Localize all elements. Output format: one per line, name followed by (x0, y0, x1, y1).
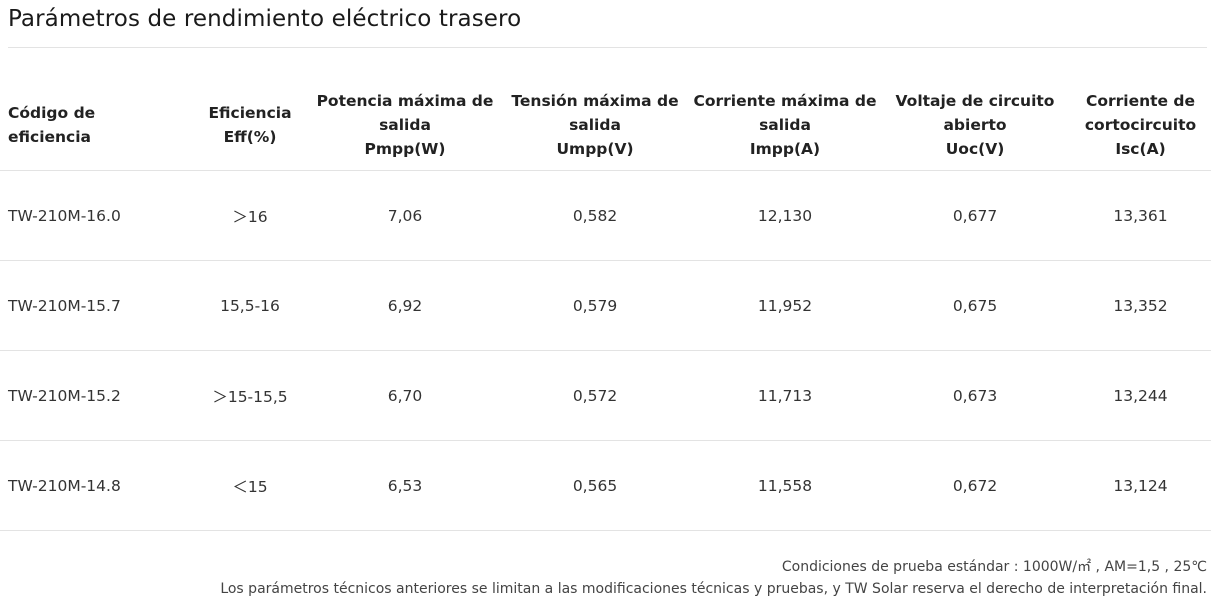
cell-efficiency-code: TW-210M-15.2 (0, 350, 190, 441)
cell-max-voltage: 0,579 (500, 260, 690, 351)
header-line: Código de (8, 104, 96, 122)
cell-open-circuit-voltage: 0,677 (880, 170, 1070, 261)
table-header-row: Código de eficiencia Eficiencia Eff(%) P… (0, 80, 1211, 171)
header-line: Pmpp(W) (364, 140, 446, 158)
cell-max-current: 11,952 (690, 260, 880, 351)
cell-efficiency: 15,5-16 (190, 260, 310, 351)
cell-short-circuit-current: 13,361 (1070, 170, 1211, 261)
title-divider (8, 47, 1207, 48)
header-efficiency: Eficiencia Eff(%) (190, 80, 310, 171)
header-line: Isc(A) (1115, 140, 1166, 158)
test-conditions-note: Condiciones de prueba estándar : 1000W/㎡… (781, 559, 1207, 575)
cell-max-voltage: 0,582 (500, 170, 690, 261)
header-line: Corriente de (1085, 92, 1196, 110)
header-max-current: Corriente máxima de salida Impp(A) (690, 80, 880, 171)
header-line: Corriente máxima de (693, 92, 877, 110)
cell-open-circuit-voltage: 0,675 (880, 260, 1070, 351)
cell-max-power: 6,53 (310, 440, 500, 531)
cell-efficiency-code: TW-210M-14.8 (0, 440, 190, 531)
header-line: Umpp(V) (556, 140, 634, 158)
cell-open-circuit-voltage: 0,672 (880, 440, 1070, 531)
header-max-voltage: Tensión máxima de salida Umpp(V) (500, 80, 690, 171)
table-row: TW-210M-15.7 15,5-16 6,92 0,579 11,952 0… (0, 260, 1211, 351)
cell-efficiency: ＜15 (190, 440, 310, 531)
header-line: Tensión máxima de (511, 92, 679, 110)
disclaimer-note: Los parámetros técnicos anteriores se li… (220, 581, 1207, 597)
header-line: salida (569, 116, 621, 134)
cell-max-current: 11,558 (690, 440, 880, 531)
header-line: Impp(A) (749, 140, 821, 158)
header-max-power: Potencia máxima de salida Pmpp(W) (310, 80, 500, 171)
footnotes: Condiciones de prueba estándar : 1000W/㎡… (220, 556, 1207, 600)
header-short-circuit-current: Corriente de cortocircuito Isc(A) (1070, 80, 1211, 171)
header-efficiency-code: Código de eficiencia (0, 80, 190, 171)
cell-short-circuit-current: 13,244 (1070, 350, 1211, 441)
cell-max-voltage: 0,565 (500, 440, 690, 531)
header-line: salida (759, 116, 811, 134)
cell-efficiency: ＞15-15,5 (190, 350, 310, 441)
header-line: eficiencia (8, 128, 92, 146)
cell-max-voltage: 0,572 (500, 350, 690, 441)
cell-max-current: 11,713 (690, 350, 880, 441)
header-line: Voltaje de circuito (895, 92, 1055, 110)
header-line: Eff(%) (223, 128, 277, 146)
header-line: abierto (943, 116, 1007, 134)
page-title: Parámetros de rendimiento eléctrico tras… (8, 6, 522, 32)
table-row: TW-210M-16.0 ＞16 7,06 0,582 12,130 0,677… (0, 170, 1211, 261)
cell-short-circuit-current: 13,124 (1070, 440, 1211, 531)
header-line: cortocircuito (1084, 116, 1197, 134)
cell-efficiency-code: TW-210M-16.0 (0, 170, 190, 261)
cell-max-power: 6,70 (310, 350, 500, 441)
electrical-parameters-table: Código de eficiencia Eficiencia Eff(%) P… (0, 80, 1211, 531)
header-line: Uoc(V) (945, 140, 1005, 158)
cell-max-current: 12,130 (690, 170, 880, 261)
cell-efficiency: ＞16 (190, 170, 310, 261)
cell-short-circuit-current: 13,352 (1070, 260, 1211, 351)
header-line: Eficiencia (208, 104, 292, 122)
header-line: Potencia máxima de (316, 92, 494, 110)
table-row: TW-210M-15.2 ＞15-15,5 6,70 0,572 11,713 … (0, 350, 1211, 441)
header-open-circuit-voltage: Voltaje de circuito abierto Uoc(V) (880, 80, 1070, 171)
header-line: salida (379, 116, 431, 134)
cell-efficiency-code: TW-210M-15.7 (0, 260, 190, 351)
cell-max-power: 7,06 (310, 170, 500, 261)
cell-max-power: 6,92 (310, 260, 500, 351)
table-row: TW-210M-14.8 ＜15 6,53 0,565 11,558 0,672… (0, 440, 1211, 531)
cell-open-circuit-voltage: 0,673 (880, 350, 1070, 441)
